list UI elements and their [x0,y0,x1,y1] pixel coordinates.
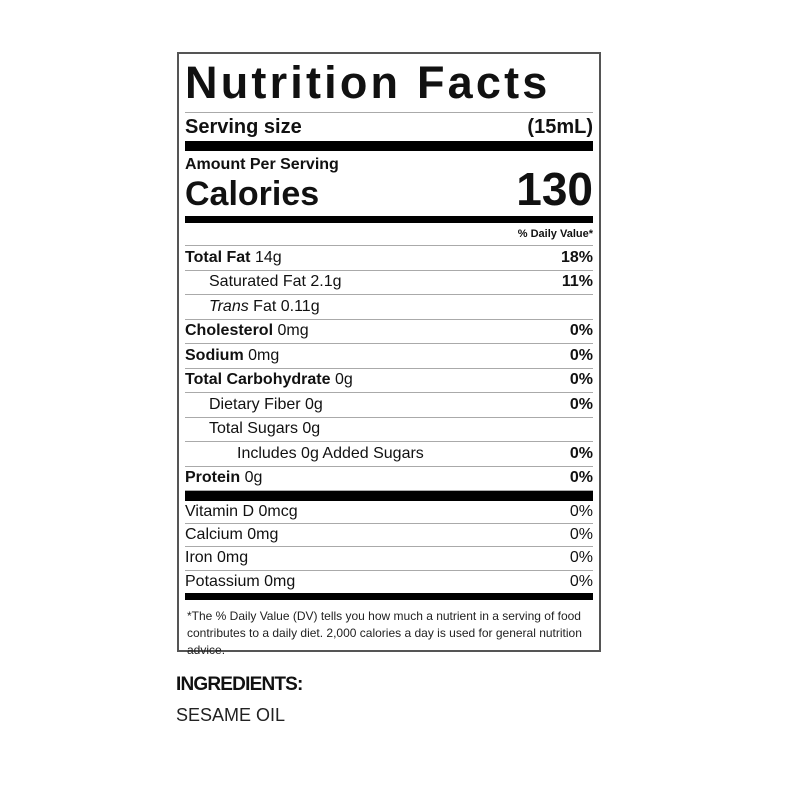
ingredients-heading: INGREDIENTS: [176,674,303,695]
nutrient-daily-value: 0% [569,469,593,487]
vitamin-row: Calcium 0mg 0% [185,524,593,548]
serving-size-value: (15mL) [527,115,593,138]
amount-per-serving: Amount Per Serving [185,156,339,173]
daily-value-header: % Daily Value* [185,223,593,246]
calories-left: Amount Per Serving Calories [185,155,339,214]
vitamin-row: Vitamin D 0mcg 0% [185,501,593,525]
nutrient-label: Dietary Fiber 0g [185,396,323,414]
nutrient-list: Total Fat 14g 18% Saturated Fat 2.1g 11% Tra… [185,246,593,491]
vitamin-row: Iron 0mg 0% [185,547,593,571]
nutrient-amount: 2.1g [310,273,342,291]
calories-label: Calories [185,175,320,213]
nutrient-name: Saturated Fat [209,273,306,291]
nutrient-label: Saturated Fat 2.1g [185,273,342,291]
ingredients-text: SESAME OIL [176,705,286,725]
nutrient-row: Trans Fat 0.11g [185,295,593,320]
nutrient-label: Total Carbohydrate 0g [185,371,353,389]
nutrient-daily-value: 18% [560,248,593,266]
nutrient-daily-value: 0% [569,322,593,340]
divider-thick [185,491,593,501]
nutrient-label: Protein 0g [185,469,262,487]
divider-thick [185,141,593,151]
nutrient-daily-value: 0% [569,444,593,462]
nutrient-name: Trans [209,297,249,315]
divider-medium [185,216,593,223]
serving-size-row: Serving size (15mL) [185,113,593,141]
nutrient-name: Protein [185,469,241,487]
vitamin-daily-value: 0% [569,526,593,544]
nutrient-amount: 0.11g [280,297,320,315]
nutrient-row: Total Carbohydrate 0g 0% [185,369,593,393]
divider-medium [185,592,593,600]
nutrient-row: Dietary Fiber 0g 0% [185,393,593,418]
nutrient-row: Protein 0g 0% [185,467,593,491]
nutrition-facts-label: Nutrition Facts Serving size (15mL) Amou… [177,52,601,657]
nutrient-name: Includes 0g Added Sugars [237,444,424,462]
nutrient-row: Total Sugars 0g [185,418,593,442]
calories-value: 130 [516,163,593,215]
nutrient-amount: 0mg [277,322,309,340]
nutrient-amount: 14g [254,248,282,266]
nutrient-name: Sodium [185,346,244,364]
nutrient-name: Total Fat [185,248,251,266]
nutrient-label: Total Fat 14g [185,249,282,267]
nutrient-amount: 0g [244,469,263,487]
vitamin-name: Calcium 0mg [185,526,279,544]
nutrient-daily-value: 0% [569,371,593,389]
vitamin-row: Potassium 0mg 0% [185,571,593,593]
nutrient-row: Cholesterol 0mg 0% [185,320,593,344]
nutrient-amount: 0g [302,420,321,438]
footnote: *The % Daily Value (DV) tells you how mu… [187,608,582,657]
vitamin-daily-value: 0% [569,503,593,521]
vitamin-daily-value: 0% [569,572,593,590]
nutrient-label: Includes 0g Added Sugars [185,445,424,463]
vitamin-name: Iron 0mg [185,549,249,567]
nutrient-row: Saturated Fat 2.1g 11% [185,271,593,295]
vitamin-daily-value: 0% [569,549,593,567]
vitamin-list: Vitamin D 0mcg 0% Calcium 0mg 0% Iron 0mg 0% P… [185,501,593,593]
nutrient-amount: 0g [305,395,323,413]
nutrient-name-suffix: Fat [253,297,277,315]
nutrient-row: Includes 0g Added Sugars 0% [185,442,593,467]
nutrient-name: Dietary Fiber [209,395,301,413]
nutrient-name: Cholesterol [185,322,274,340]
vitamin-name: Vitamin D 0mcg [185,503,298,521]
nutrient-label: Sodium 0mg [185,347,279,365]
nutrient-amount: 0mg [248,346,280,364]
vitamin-name: Potassium 0mg [185,572,296,590]
nutrient-label: Total Sugars 0g [185,420,320,438]
nutrient-label: Cholesterol 0mg [185,322,309,340]
nutrient-row: Sodium 0mg 0% [185,344,593,369]
nutrient-amount: 0g [334,371,353,389]
nutrient-daily-value: 11% [561,273,593,291]
nutrient-row: Total Fat 14g 18% [185,246,593,271]
nutrient-label: Trans Fat 0.11g [185,298,320,316]
nutrient-name: Total Sugars [209,420,298,438]
nutrient-name: Total Carbohydrate [185,371,331,389]
calories-row: Amount Per Serving Calories 130 [185,155,593,214]
label-title: Nutrition Facts [185,56,593,113]
serving-size-label: Serving size [185,115,302,138]
nutrient-daily-value: 0% [569,346,593,364]
nutrient-daily-value: 0% [569,395,593,413]
